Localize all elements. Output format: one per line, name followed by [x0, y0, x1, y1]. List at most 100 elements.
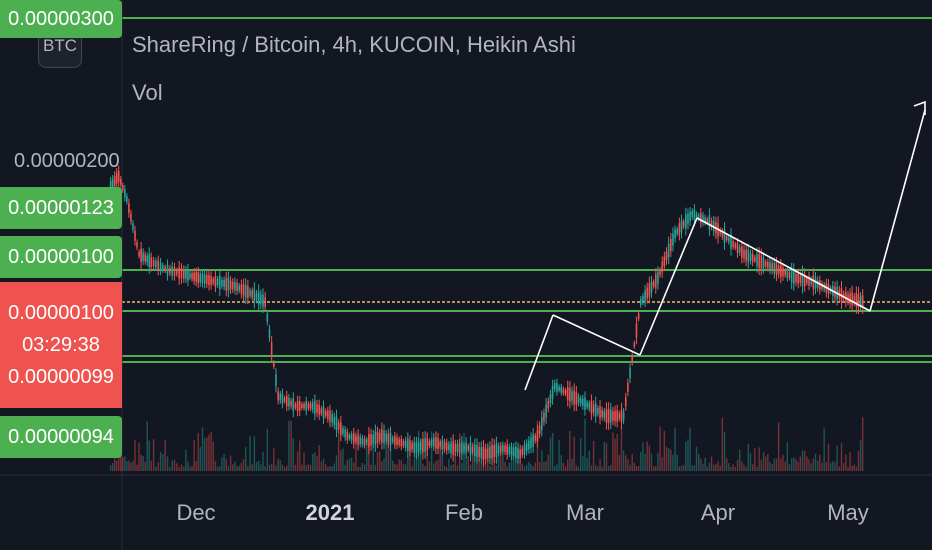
candle [553, 382, 556, 390]
candle [556, 382, 558, 392]
candle [240, 284, 243, 294]
volume-bar [741, 461, 743, 471]
volume-bar [128, 460, 130, 471]
candle [847, 294, 849, 302]
candle [210, 275, 212, 286]
candle [372, 434, 375, 444]
candle [730, 235, 732, 249]
volume-bar [687, 439, 689, 471]
candle [663, 256, 666, 267]
volume-bar [861, 417, 864, 471]
volume-bar [670, 449, 672, 471]
candle [732, 241, 734, 247]
volume-bar [157, 462, 159, 471]
candle [342, 428, 344, 434]
candle [575, 392, 578, 405]
volume-bar [536, 420, 539, 471]
volume-bar [417, 431, 420, 471]
candle [670, 239, 672, 251]
candle [396, 437, 398, 446]
volume-bar [756, 466, 758, 471]
volume-bar [238, 465, 240, 471]
volume-bar [359, 466, 361, 471]
volume-bar [283, 466, 286, 471]
candle [471, 446, 474, 453]
candle [484, 448, 487, 460]
candle [361, 438, 364, 445]
candle [536, 430, 539, 442]
candle [775, 262, 778, 276]
volume-bar [245, 447, 247, 471]
candle [780, 264, 782, 278]
volume-bar [590, 465, 593, 471]
volume-bar [749, 452, 752, 471]
candle [728, 237, 730, 243]
volume-bar [579, 438, 582, 471]
candle [212, 278, 215, 284]
volume-bar [642, 442, 644, 471]
candle [292, 398, 295, 411]
candle [682, 221, 685, 227]
volume-bar [790, 458, 793, 471]
volume-bar [538, 461, 541, 471]
candle [368, 433, 370, 448]
volume-bar [857, 451, 860, 471]
candle [253, 288, 256, 302]
candle [517, 447, 519, 459]
volume-bar [402, 463, 405, 471]
candle [764, 261, 767, 267]
candle [273, 362, 275, 367]
candle [231, 281, 234, 290]
candle [180, 268, 183, 279]
volume-bar [620, 427, 623, 471]
volume-bar [605, 443, 608, 471]
volume-bar [342, 448, 344, 471]
volume-bar [424, 466, 426, 471]
volume-bar [279, 460, 281, 471]
candle [566, 387, 569, 400]
candle [545, 404, 547, 418]
candle [296, 400, 299, 412]
candle [279, 394, 282, 401]
candle [784, 270, 786, 276]
candle [126, 196, 128, 202]
volume-bar [751, 464, 754, 471]
candle [419, 442, 422, 451]
volume-bar [661, 457, 663, 471]
candle [195, 272, 197, 282]
price-level-tag: 0.00000100 [0, 236, 122, 278]
volume-bar [320, 461, 323, 471]
volume-bar [543, 461, 545, 471]
volume-bar [771, 463, 773, 471]
candle [704, 217, 706, 223]
volume-bar [506, 466, 508, 471]
volume-bar [322, 458, 325, 471]
x-tick-label: Mar [566, 500, 604, 525]
candle [648, 283, 651, 297]
volume-bar [801, 450, 804, 471]
candle [741, 246, 743, 258]
volume-bar [316, 456, 318, 471]
volume-bar [337, 432, 340, 471]
volume-bar [467, 456, 470, 471]
candle [452, 441, 454, 455]
volume-bar [845, 454, 847, 471]
volume-bar [189, 466, 191, 471]
volume-bar [253, 436, 256, 471]
candle [506, 444, 509, 455]
volume-bar [685, 441, 687, 471]
candle [486, 448, 489, 458]
candle [534, 435, 537, 441]
volume-bar [146, 421, 148, 471]
volume-bar [134, 439, 136, 471]
volume-bar [113, 454, 116, 471]
volume-bar [730, 466, 732, 471]
volume-bar [663, 430, 666, 471]
candle [819, 280, 821, 290]
volume-bar [530, 463, 532, 471]
candle [294, 403, 297, 409]
candle [478, 446, 480, 457]
candle [803, 274, 806, 286]
candle [721, 231, 724, 237]
